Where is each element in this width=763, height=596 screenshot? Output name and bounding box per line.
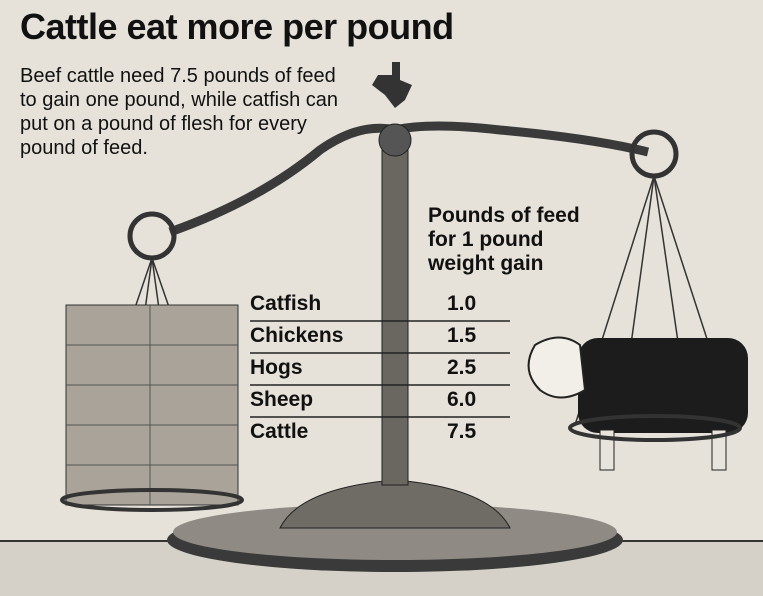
infographic: Cattle eat more per pound Beef cattle ne… xyxy=(0,0,763,596)
feed-value: 1.5 xyxy=(447,324,476,348)
feed-value: 6.0 xyxy=(447,388,476,412)
title: Cattle eat more per pound xyxy=(20,6,454,48)
animal-name: Hogs xyxy=(250,356,303,380)
animal-name: Chickens xyxy=(250,324,343,348)
feed-value: 2.5 xyxy=(447,356,476,380)
feed-value: 7.5 xyxy=(447,420,476,444)
feed-value: 1.0 xyxy=(447,292,476,316)
description: Beef cattle need 7.5 pounds of feed to g… xyxy=(20,64,350,160)
animal-name: Catfish xyxy=(250,292,321,316)
table-header: Pounds of feed for 1 pound weight gain xyxy=(428,204,613,276)
animal-name: Cattle xyxy=(250,420,308,444)
animal-name: Sheep xyxy=(250,388,313,412)
